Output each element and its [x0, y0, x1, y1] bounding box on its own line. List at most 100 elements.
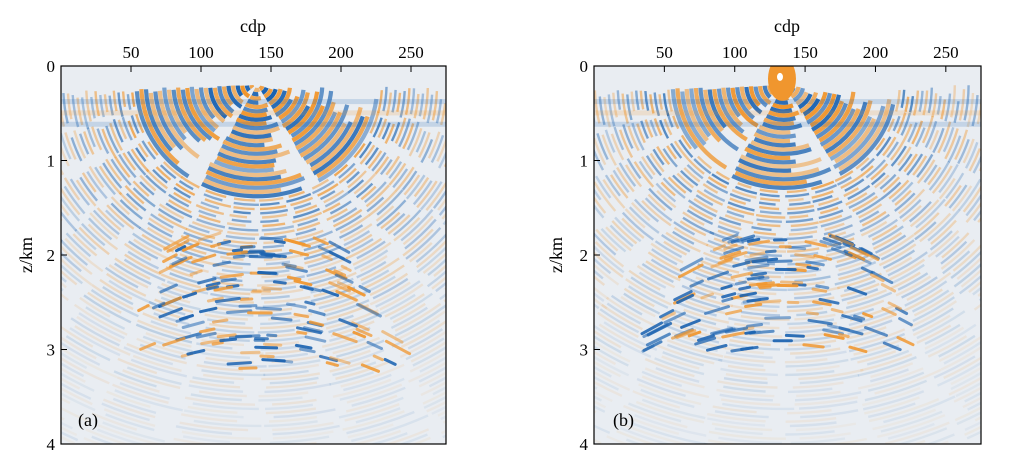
panel-a-noise-event	[238, 304, 258, 308]
panel-a-wavefront	[64, 237, 104, 273]
panel-b-wavefront	[914, 127, 926, 148]
panel-b-wavefront	[785, 326, 837, 334]
panel-b-wavefront	[681, 284, 717, 299]
panel-b-wavefront	[947, 135, 962, 163]
panel-b-wavefront	[479, 168, 495, 207]
panel-a-noise-event	[257, 270, 278, 275]
panel-b-wavefront	[680, 169, 699, 187]
panel-a-wavefront	[261, 273, 291, 279]
panel-a-wavefront	[61, 257, 93, 286]
panel-b-wavefront	[907, 122, 918, 143]
panel-a-wavefront	[175, 182, 196, 196]
panel-b-wavefront	[944, 184, 962, 207]
panel-a-wavefront	[171, 447, 238, 455]
panel-b-wavefront	[488, 335, 537, 377]
panel-a-wavefront	[147, 141, 159, 156]
panel-b-noise-event	[689, 279, 704, 288]
panel-b-noise-event	[898, 317, 913, 327]
panel-a-wavefront	[285, 105, 311, 132]
panel-b-x-tick-label: 250	[933, 43, 959, 62]
panel-b-wavefront	[718, 220, 742, 231]
panel-b-wavefront	[683, 167, 701, 183]
panel-a-wavefront	[428, 376, 446, 388]
panel-b-wavefront	[874, 234, 907, 254]
panel-b-wavefront	[862, 386, 921, 407]
panel-a-wavefront	[61, 382, 92, 400]
panel-b-noise-event	[887, 301, 902, 311]
panel-a-wavefront	[409, 242, 433, 263]
panel-a-wavefront	[379, 159, 393, 176]
panel-b-wavefront	[867, 371, 925, 392]
panel-a-wavefront	[124, 185, 145, 205]
panel-b-wavefront	[594, 187, 602, 201]
panel-a-wavefront	[108, 95, 114, 116]
panel-b-wavefront	[644, 197, 673, 222]
panel-a-wavefront	[0, 324, 12, 357]
panel-a-wavefront	[394, 302, 442, 332]
panel-a-noise-event	[287, 238, 311, 248]
panel-b-wavefront	[845, 192, 868, 206]
panel-b-wavefront	[786, 188, 807, 194]
panel-b-wavefront	[598, 96, 606, 126]
panel-b-wavefront	[785, 358, 849, 368]
panel-a-wavefront	[394, 166, 415, 192]
panel-a-wavefront	[92, 209, 120, 236]
panel-a-wavefront	[440, 415, 446, 421]
panel-b-surface-band	[594, 110, 981, 116]
panel-b-wavefront	[640, 120, 649, 139]
panel-b-wavefront	[718, 216, 742, 226]
panel-a-noise-event	[260, 236, 284, 242]
panel-b-noise-event	[805, 260, 825, 267]
panel-b-wavefront	[930, 219, 957, 245]
panel-a-wavefront	[413, 177, 430, 198]
panel-a-wavefront	[228, 133, 274, 144]
panel-a-wavefront	[439, 292, 446, 301]
panel-a-wavefront	[132, 180, 150, 198]
panel-b-wavefront	[635, 400, 705, 424]
panel-b-wavefront	[522, 300, 556, 331]
panel-b-wavefront	[925, 433, 955, 444]
panel-a-wavefront	[61, 217, 63, 222]
panel-a-noise-event	[206, 296, 224, 303]
panel-b-wavefront	[896, 112, 907, 134]
panel-a-noise-event	[352, 330, 367, 339]
panel-a-wavefront	[182, 443, 185, 444]
panel-b-wavefront	[785, 417, 837, 423]
panel-b-noise-event	[732, 260, 751, 268]
panel-b-wavefront	[485, 99, 491, 143]
panel-a-wavefront	[65, 232, 92, 258]
panel-b-wavefront	[594, 241, 625, 268]
panel-a-wavefront	[108, 264, 149, 289]
panel-b-wavefront	[1022, 142, 1026, 188]
panel-a-wavefront	[398, 433, 428, 444]
panel-a-wavefront	[545, 172, 566, 219]
panel-a-wavefront	[19, 152, 32, 183]
panel-a-wavefront	[0, 232, 6, 279]
panel-a-wavefront	[233, 206, 255, 211]
panel-a-wavefront	[399, 330, 446, 359]
panel-a-wavefront	[361, 269, 390, 286]
panel-a-wavefront	[226, 222, 246, 227]
panel-b-wavefront	[517, 211, 544, 251]
panel-a-wavefront	[61, 281, 67, 289]
panel-b-wavefront	[673, 318, 708, 332]
panel-b-wavefront	[594, 429, 596, 432]
panel-a-wavefront	[435, 99, 443, 124]
panel-b-wavefront	[822, 108, 861, 151]
panel-a-wavefront	[329, 326, 371, 342]
panel-a-wavefront	[206, 318, 246, 325]
panel-a-wavefront	[314, 271, 357, 289]
panel-b-wavefront	[792, 87, 805, 103]
panel-a-wavefront	[454, 192, 477, 225]
panel-a-y-tick-label: 1	[47, 152, 56, 171]
panel-a-wavefront	[166, 89, 188, 134]
panel-a-wavefront	[221, 143, 278, 156]
panel-a-wavefront	[262, 213, 288, 219]
panel-a-wavefront	[384, 213, 406, 232]
panel-a-wavefront	[442, 434, 446, 439]
panel-b-wavefront	[730, 87, 759, 128]
panel-a-wavefront	[36, 92, 40, 125]
panel-b-wavefront	[940, 99, 947, 120]
panel-b-wavefront	[720, 367, 778, 377]
panel-b-wavefront	[543, 201, 570, 240]
